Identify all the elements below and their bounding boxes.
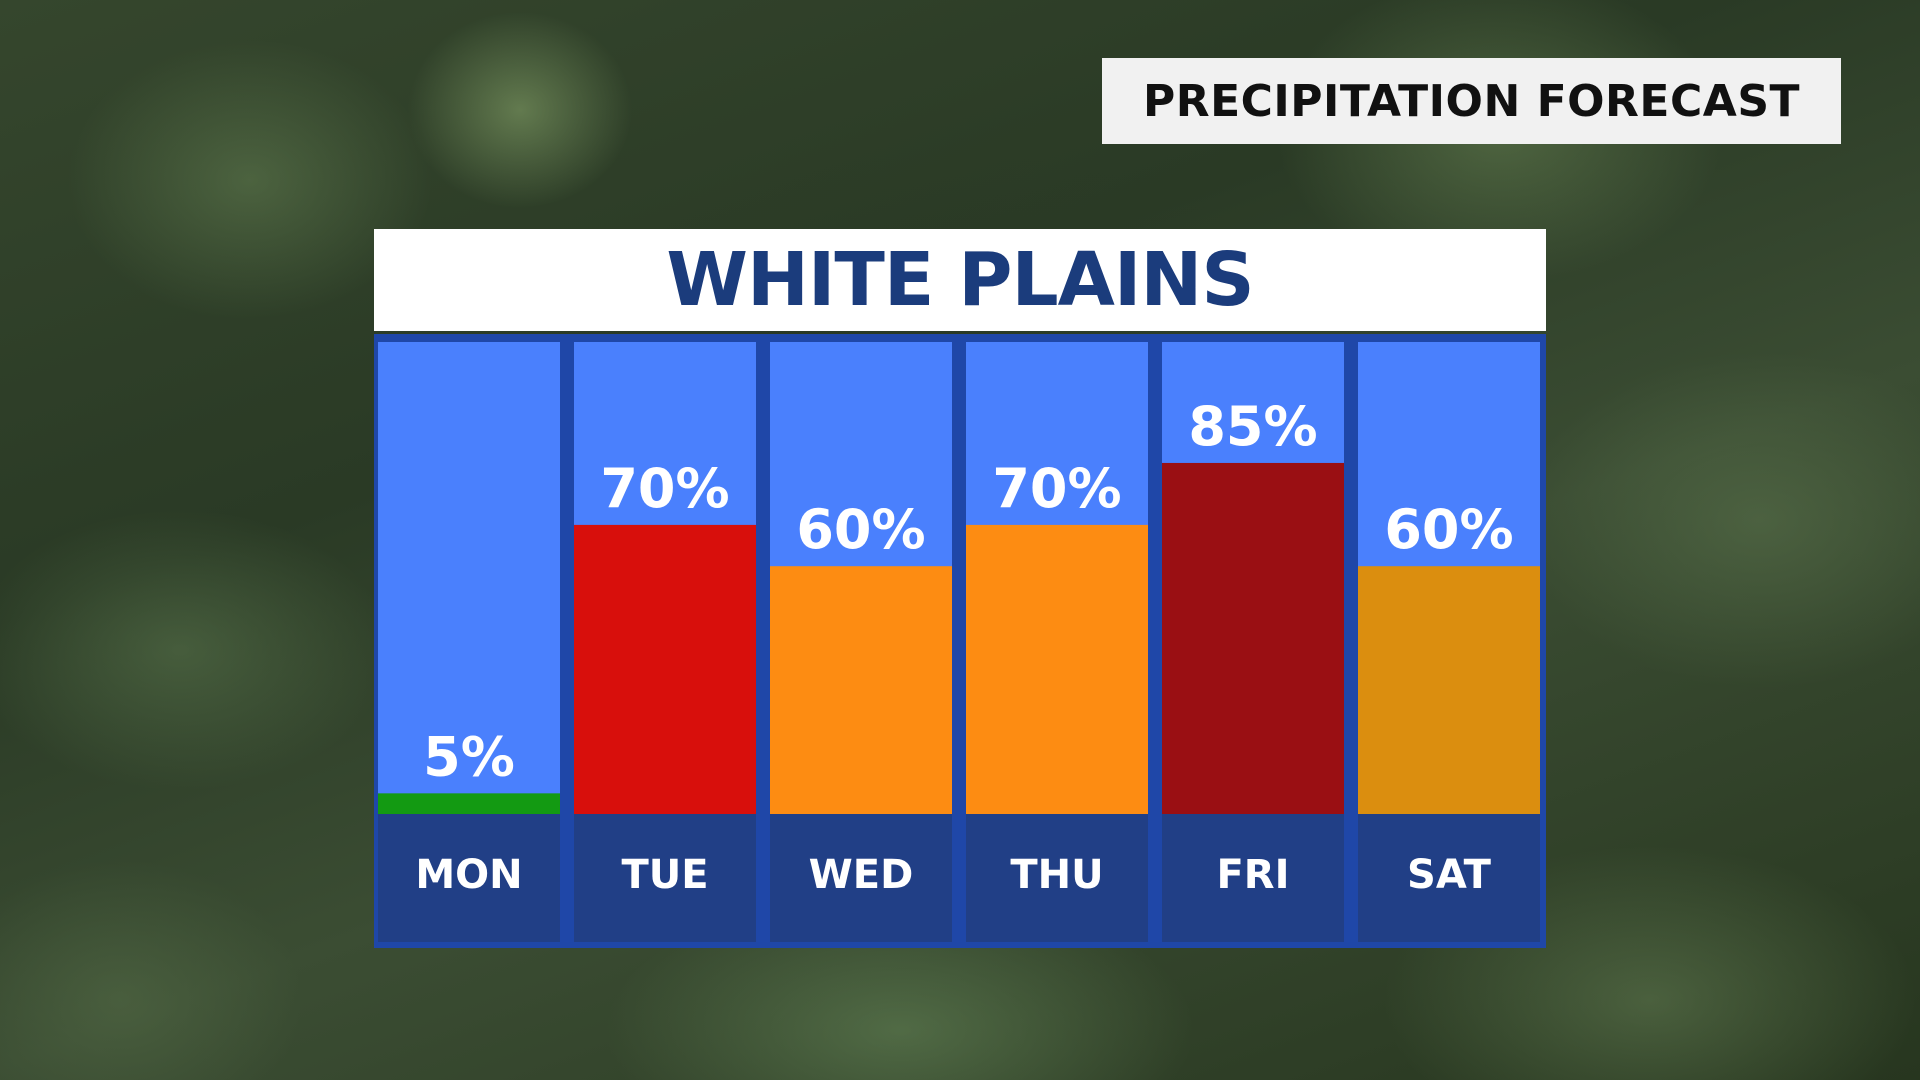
bar-value-label-sat: 60% (1384, 498, 1513, 561)
day-column-mon: 5% MON (378, 342, 560, 942)
bar-thu (966, 524, 1148, 814)
chart-title: WHITE PLAINS (666, 237, 1254, 323)
day-label-box-wed (770, 814, 952, 942)
column-background-mon (378, 342, 560, 814)
bar-mon (378, 793, 560, 814)
day-column-sat: 60% SAT (1358, 342, 1540, 942)
bar-fri (1162, 462, 1344, 814)
bar-sat (1358, 566, 1540, 814)
bar-value-label-mon: 5% (423, 725, 515, 788)
day-label-box-sat (1358, 814, 1540, 942)
day-label-box-fri (1162, 814, 1344, 942)
bar-wed (770, 566, 952, 814)
precipitation-forecast-tag: PRECIPITATION FORECAST (1102, 58, 1841, 144)
day-label-mon: MON (415, 852, 522, 898)
day-label-box-thu (966, 814, 1148, 942)
day-label-thu: THU (1010, 852, 1103, 898)
day-column-tue: 70% TUE (574, 342, 756, 942)
day-column-thu: 70% THU (966, 342, 1148, 942)
day-label-sat: SAT (1407, 852, 1492, 898)
day-label-box-mon (378, 814, 560, 942)
day-label-tue: TUE (621, 852, 708, 898)
day-column-fri: 85% FRI (1162, 342, 1344, 942)
chart-title-bar: WHITE PLAINS (374, 229, 1546, 331)
bar-tue (574, 524, 756, 814)
day-column-wed: 60% WED (770, 342, 952, 942)
precipitation-forecast-label: PRECIPITATION FORECAST (1142, 75, 1801, 127)
day-label-box-tue (574, 814, 756, 942)
day-label-wed: WED (809, 852, 914, 898)
bar-value-label-fri: 85% (1188, 395, 1317, 458)
bar-value-label-thu: 70% (992, 457, 1121, 520)
chart-frame (374, 334, 1546, 948)
day-label-fri: FRI (1216, 852, 1289, 898)
bar-value-label-wed: 60% (796, 498, 925, 561)
bar-value-label-tue: 70% (600, 457, 729, 520)
